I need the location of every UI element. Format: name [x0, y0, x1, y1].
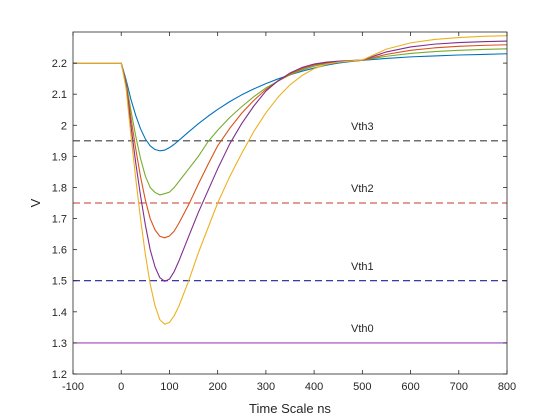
y-tick-label: 1.7	[52, 214, 67, 226]
threshold-label-vth2: Vth2	[351, 183, 374, 195]
x-tick-label: 300	[257, 381, 275, 393]
y-tick-label: 1.8	[52, 182, 67, 194]
threshold-lines	[73, 140, 507, 344]
threshold-label-vth1: Vth1	[351, 261, 374, 273]
y-axis-label: V	[28, 198, 43, 207]
y-tick-label: 1.4	[52, 307, 67, 319]
y-tick-label: 2	[61, 120, 67, 132]
x-tick-label: 100	[160, 381, 178, 393]
y-tick-label: 2.1	[52, 89, 67, 101]
threshold-label-vth0: Vth0	[351, 323, 374, 335]
threshold-labels: Vth3 Vth2 Vth1 Vth0	[351, 121, 374, 335]
x-tick-label: -100	[62, 381, 84, 393]
x-tick-label: 500	[353, 381, 371, 393]
y-tick-label: 1.2	[52, 369, 67, 381]
x-tick-label: 800	[498, 381, 516, 393]
threshold-label-vth3: Vth3	[351, 121, 374, 133]
x-tick-label: 400	[305, 381, 323, 393]
plot-frame	[72, 31, 508, 375]
y-tick-label: 1.9	[52, 151, 67, 163]
x-axis-ticks: -100 0 100 200 300 400 500 600 700 800	[62, 32, 516, 393]
series-lines	[73, 35, 508, 325]
y-axis-ticks: 1.2 1.3 1.4 1.5 1.6 1.7 1.8 1.9 2 2.1 2.2	[52, 58, 507, 381]
x-axis-label: Time Scale ns	[249, 401, 331, 416]
x-tick-label: 200	[208, 381, 226, 393]
x-tick-label: 700	[450, 381, 468, 393]
x-tick-label: 600	[401, 381, 419, 393]
x-tick-label: 0	[118, 381, 124, 393]
y-tick-label: 1.5	[52, 276, 67, 288]
series-line-5	[73, 35, 508, 325]
series-line-3	[73, 44, 508, 239]
y-tick-label: 1.3	[52, 338, 67, 350]
y-tick-label: 1.6	[52, 245, 67, 257]
y-tick-label: 2.2	[52, 58, 67, 70]
